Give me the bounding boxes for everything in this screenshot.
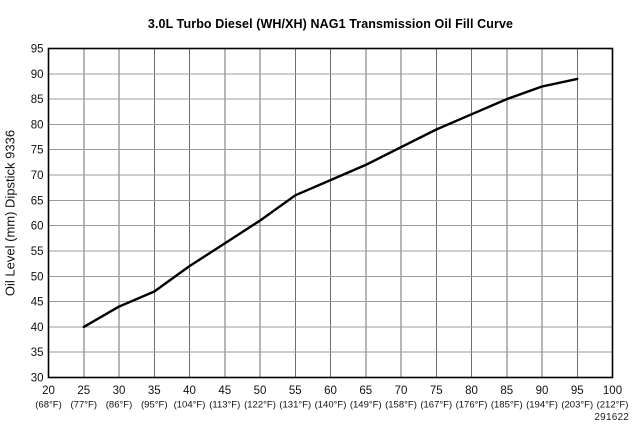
y-tick-label: 60 <box>31 221 44 233</box>
x-tick-fahrenheit-label: (140°F) <box>315 400 347 411</box>
x-tick-label: 45 <box>218 385 231 397</box>
x-tick-label: 25 <box>77 385 90 397</box>
x-tick-fahrenheit-label: (167°F) <box>420 400 452 411</box>
y-tick-label: 35 <box>31 347 44 359</box>
x-tick-label: 20 <box>42 385 55 397</box>
y-tick-label: 65 <box>31 195 44 207</box>
x-tick-fahrenheit-label: (203°F) <box>561 400 593 411</box>
y-tick-label: 90 <box>31 69 44 81</box>
chart-title: 3.0L Turbo Diesel (WH/XH) NAG1 Transmiss… <box>147 17 514 31</box>
x-tick-label: 55 <box>289 385 302 397</box>
chart-frame <box>47 47 614 379</box>
x-tick-label: 60 <box>324 385 337 397</box>
x-tick-label: 50 <box>254 385 267 397</box>
x-tick-label: 100 <box>603 385 622 397</box>
x-tick-fahrenheit-label: (95°F) <box>141 400 168 411</box>
y-tick-label: 85 <box>31 94 44 106</box>
y-tick-label: 55 <box>31 246 44 258</box>
y-tick-label: 95 <box>31 44 44 56</box>
x-tick-fahrenheit-label: (77°F) <box>71 400 98 411</box>
x-tick-fahrenheit-label: (194°F) <box>526 400 558 411</box>
x-tick-fahrenheit-label: (68°F) <box>35 400 62 411</box>
x-tick-fahrenheit-label: (113°F) <box>209 400 240 411</box>
x-tick-label: 65 <box>359 385 372 397</box>
x-tick-fahrenheit-label: (149°F) <box>350 400 382 411</box>
x-tick-label: 40 <box>183 385 196 397</box>
x-tick-fahrenheit-label: (86°F) <box>106 400 133 411</box>
x-tick-label: 75 <box>430 385 443 397</box>
y-tick-label: 70 <box>31 170 44 182</box>
x-tick-fahrenheit-label: (122°F) <box>244 400 276 411</box>
x-tick-label: 35 <box>148 385 161 397</box>
x-tick-label: 80 <box>465 385 478 397</box>
figure-code: 291622 <box>594 412 629 423</box>
x-tick-fahrenheit-label: (176°F) <box>456 400 488 411</box>
y-tick-label: 75 <box>31 145 44 157</box>
y-tick-label: 45 <box>31 297 44 309</box>
x-tick-fahrenheit-label: (185°F) <box>491 400 523 411</box>
x-tick-label: 95 <box>571 385 584 397</box>
y-tick-label: 50 <box>31 271 44 283</box>
y-tick-label: 30 <box>31 373 44 385</box>
y-tick-label: 80 <box>31 119 44 131</box>
x-tick-label: 70 <box>395 385 408 397</box>
x-tick-fahrenheit-label: (212°F) <box>597 400 629 411</box>
x-tick-label: 30 <box>113 385 126 397</box>
x-tick-fahrenheit-label: (131°F) <box>279 400 311 411</box>
oil-fill-curve-line <box>82 77 579 329</box>
x-tick-fahrenheit-label: (104°F) <box>174 400 206 411</box>
x-tick-label: 85 <box>500 385 513 397</box>
x-tick-label: 90 <box>536 385 549 397</box>
x-tick-fahrenheit-label: (158°F) <box>385 400 417 411</box>
y-tick-label: 40 <box>31 322 44 334</box>
